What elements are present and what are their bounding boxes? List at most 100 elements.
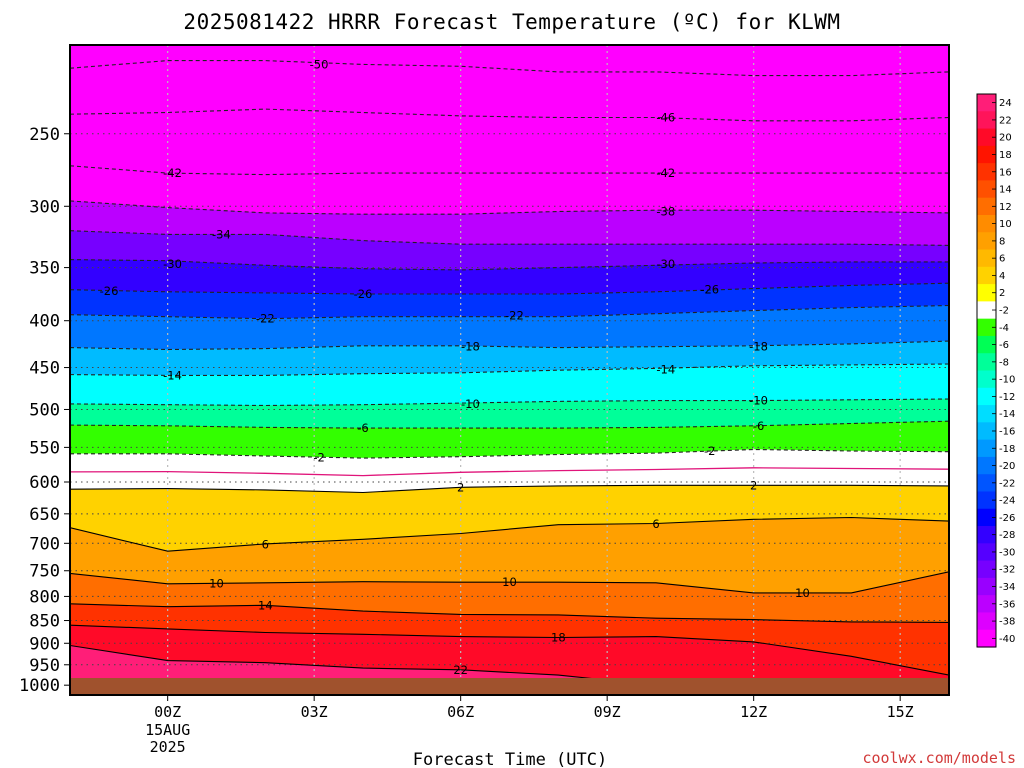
colorbar-swatch [977,180,996,199]
colorbar-swatch [977,232,996,251]
colorbar-label: 22 [999,115,1012,126]
contour-label: -38 [656,205,675,219]
freezing-line [70,467,949,477]
chart-title: 2025081422 HRRR Forecast Temperature (ºC… [183,10,840,34]
contour-label: -30 [163,257,182,271]
colorbar-frame [976,93,997,648]
y-tick-label: 900 [29,634,60,654]
colorbar-swatch [977,249,996,268]
colorbar-label: -10 [999,375,1015,386]
contour-label: -42 [163,166,182,180]
colorbar-label: 10 [999,219,1012,230]
y-tick-label: 600 [29,473,60,493]
y-tick-label: 1000 [19,676,60,696]
colorbar-label: -36 [999,599,1015,610]
y-tick-label: 800 [29,587,60,607]
contour-label: 14 [258,598,273,612]
y-tick-label: 750 [29,562,60,582]
colorbar-label: -6 [999,340,1009,351]
contour-label: -22 [505,309,524,323]
contour-label: -26 [100,284,119,298]
y-tick-label: 400 [29,312,60,332]
colorbar-swatch [977,474,996,493]
colorbar-label: -16 [999,426,1015,437]
colorbar-label: 12 [999,202,1012,213]
contour-label: -2 [704,444,715,458]
colorbar-swatch [977,128,996,147]
colorbar-label: -24 [999,496,1015,507]
contour-label: -6 [753,419,764,433]
colorbar-swatch [977,214,996,233]
contour-label: 2 [457,480,464,494]
contour-label: -10 [749,394,768,408]
colorbar-label: -4 [999,323,1009,334]
y-tick-label: 450 [29,359,60,379]
colorbar-label: -38 [999,617,1015,628]
contour-label: 10 [502,575,517,589]
contour-label: -14 [163,368,182,382]
colorbar-label: -22 [999,478,1015,489]
y-tick-label: 700 [29,534,60,554]
colorbar-swatch [977,491,996,510]
colorbar-label: 4 [999,271,1005,282]
temperature-fill-layer [70,37,949,695]
colorbar-swatch [977,577,996,596]
colorbar-label: -8 [999,357,1009,368]
isotherm-line [70,624,949,676]
colorbar-swatch [977,370,996,389]
contour-label: -2 [313,450,324,464]
pressure-axis: 2503003504004505005506006507007508008509… [19,125,70,696]
colorbar-swatch [977,284,996,302]
colorbar-label: -30 [999,547,1015,558]
colorbar-swatch [977,560,996,579]
contour-label: -10 [461,397,480,411]
x-tick-label: 15Z [887,703,914,721]
isotherm-line [70,603,949,623]
contour-label: -54 [559,32,578,46]
contour-label: -30 [656,257,675,271]
colorbar-swatch [977,145,996,164]
y-tick-label: 550 [29,438,60,458]
plot-frame [69,44,950,696]
colorbar-swatch [977,629,996,648]
contour-label: -18 [461,340,480,354]
colorbar-label: 14 [999,185,1012,196]
x-tick-label: 03Z [301,703,328,721]
colorbar-swatch [977,335,996,354]
colorbar-label: -18 [999,444,1015,455]
x-tick-sublabel: 2025 [150,738,186,756]
colorbar-swatch [977,526,996,544]
colorbar: 24 22 20 18 16 14 12 10 8 6 4 2 -2 -4 -6 -8 -10 -12 -14 -16… [976,93,1015,648]
contour-label: -50 [310,57,329,71]
contour-label: 22 [453,663,468,677]
contour-label: -14 [656,362,675,376]
isotherm-line [70,37,949,39]
contour-label: -6 [357,421,368,435]
contour-label: -26 [354,287,373,301]
colorbar-swatch [977,197,996,216]
y-tick-label: 500 [29,400,60,420]
colorbar-swatch [977,612,996,631]
colorbar-label: -14 [999,409,1015,420]
colorbar-label: -40 [999,634,1015,645]
terrain-ground-band [70,678,949,695]
y-tick-label: 300 [29,197,60,217]
colorbar-swatch [977,94,996,112]
colorbar-swatch [977,111,996,130]
grid-layer [70,45,949,695]
colorbar-swatch [977,405,996,423]
colorbar-label: 16 [999,167,1012,178]
isotherm-line [70,516,949,552]
contour-label: 6 [652,517,659,531]
x-tick-label: 00Z [154,703,181,721]
colorbar-swatch [977,439,996,458]
colorbar-swatch [977,595,996,614]
contour-label: -42 [656,166,675,180]
temperature-band [70,37,949,45]
colorbar-label: -12 [999,392,1015,403]
contour-label-layer: -54-50-46-42 -42-38-34-30 -30-26 -26 -26-22-… [100,32,810,677]
contour-label: 2 [750,478,757,492]
colorbar-label: 6 [999,254,1005,265]
colorbar-label: 8 [999,236,1005,247]
